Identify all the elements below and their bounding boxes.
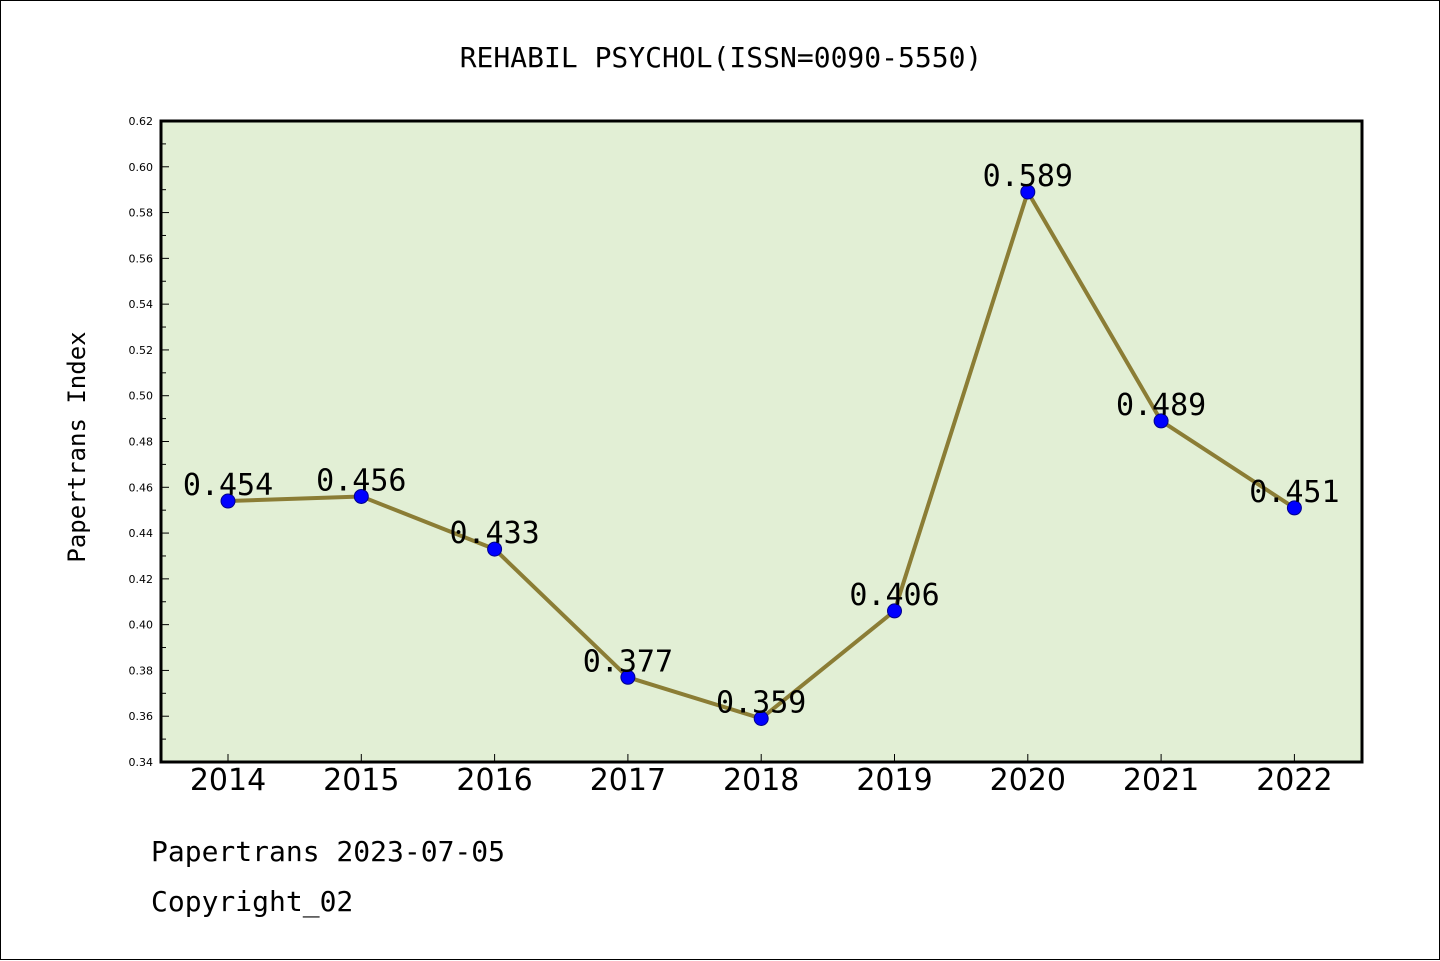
y-tick-label: 0.46 bbox=[129, 481, 154, 494]
y-axis: 0.34 0.36 0.38 0.40 0.42 0.44 0.46 0.48 0.50 0.52… bbox=[129, 115, 169, 769]
y-tick-label: 0.52 bbox=[129, 344, 154, 357]
data-label: 0.406 bbox=[849, 578, 939, 613]
x-tick-label: 2021 bbox=[1123, 763, 1199, 798]
x-tick-label: 2017 bbox=[590, 763, 666, 798]
data-label: 0.454 bbox=[183, 468, 273, 503]
chart-title: REHABIL PSYCHOL(ISSN=0090-5550) bbox=[460, 41, 983, 74]
x-tick-label: 2022 bbox=[1256, 763, 1332, 798]
y-tick-label: 0.44 bbox=[129, 527, 154, 540]
data-point bbox=[753, 711, 769, 727]
data-label: 0.377 bbox=[583, 644, 673, 679]
x-axis: 2014 2015 2016 2017 2018 2019 2020 2021 2022 bbox=[190, 754, 1333, 798]
y-tick-label: 0.36 bbox=[129, 710, 154, 723]
data-point bbox=[487, 541, 503, 557]
y-tick-label: 0.56 bbox=[129, 252, 154, 265]
x-tick-label: 2018 bbox=[723, 763, 799, 798]
y-tick-label: 0.54 bbox=[129, 298, 154, 311]
data-point bbox=[887, 603, 902, 619]
data-label: 0.489 bbox=[1116, 388, 1206, 423]
y-tick-label: 0.58 bbox=[129, 207, 154, 220]
data-label: 0.359 bbox=[716, 686, 806, 721]
y-axis-label: Papertrans Index bbox=[63, 331, 91, 562]
x-tick-label: 2015 bbox=[323, 763, 399, 798]
data-labels-group: 0.454 0.456 0.433 0.377 0.359 0.406 0.589 0.489… bbox=[183, 159, 1340, 721]
x-tick-label: 2020 bbox=[990, 763, 1066, 798]
y-tick-label: 0.40 bbox=[129, 619, 154, 632]
x-tick-label: 2016 bbox=[456, 763, 532, 798]
series-line-group bbox=[220, 184, 1302, 727]
data-point bbox=[353, 488, 369, 504]
data-label: 0.433 bbox=[449, 516, 539, 551]
footer-date: Papertrans 2023-07-05 bbox=[151, 835, 506, 868]
data-label: 0.589 bbox=[983, 159, 1073, 194]
y-tick-label: 0.60 bbox=[129, 161, 154, 174]
x-tick-label: 2014 bbox=[190, 763, 266, 798]
data-label: 0.451 bbox=[1249, 475, 1339, 510]
data-point bbox=[620, 669, 636, 685]
data-point bbox=[1020, 184, 1036, 200]
data-label: 0.456 bbox=[316, 463, 406, 498]
plot-area bbox=[159, 119, 1364, 764]
data-point bbox=[1286, 500, 1302, 516]
data-point bbox=[220, 493, 236, 509]
footer-copyright: Copyright_02 bbox=[151, 885, 354, 918]
y-tick-label: 0.38 bbox=[129, 664, 154, 677]
y-tick-label: 0.34 bbox=[129, 756, 154, 769]
y-tick-label: 0.62 bbox=[129, 115, 154, 128]
y-tick-label: 0.50 bbox=[129, 390, 154, 403]
data-point bbox=[1153, 413, 1169, 429]
y-tick-label: 0.42 bbox=[129, 573, 154, 586]
y-tick-label: 0.48 bbox=[129, 436, 154, 449]
x-tick-label: 2019 bbox=[856, 763, 932, 798]
